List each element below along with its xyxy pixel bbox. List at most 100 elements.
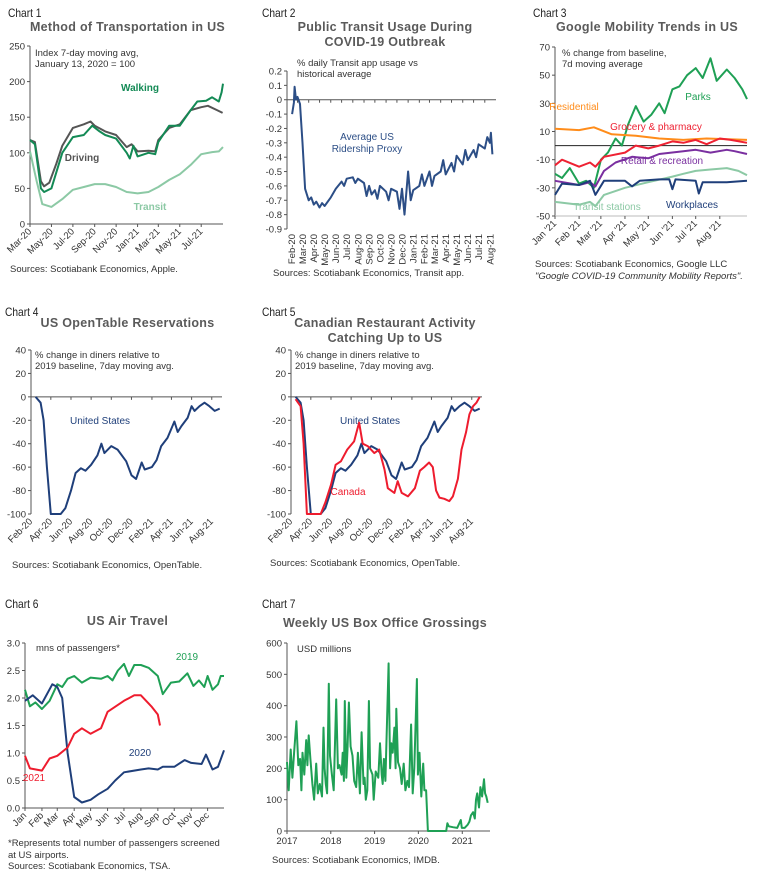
- x-tick-label: Mar: [42, 810, 61, 829]
- y-tick-label: 3.0: [7, 639, 20, 650]
- y-tick-label: 100: [9, 148, 25, 159]
- x-tick-label: Mar-20: [298, 234, 309, 264]
- x-tick-label: Jun-21: [463, 234, 474, 263]
- series-line-walking: [29, 83, 224, 193]
- series-line-canada: [294, 396, 481, 515]
- series-line-2020: [24, 683, 225, 804]
- x-tick-label: 2021: [452, 836, 473, 847]
- y-tick-label: -0.7: [266, 196, 282, 207]
- series-label: Grocery & pharmacy: [610, 122, 702, 133]
- chart-number-label: Chart 2: [262, 6, 296, 20]
- y-tick-label: 0: [277, 95, 282, 106]
- y-tick-label: -80: [272, 486, 286, 497]
- chart-title: COVID-19 Outbreak: [324, 35, 446, 49]
- x-tick-label: Sep: [142, 810, 162, 830]
- y-tick-label: -10: [536, 155, 550, 166]
- y-tick-label: 10: [539, 127, 550, 138]
- series-label: Parks: [685, 92, 711, 103]
- series-label: Canada: [330, 487, 365, 498]
- y-tick-label: 0: [277, 827, 282, 838]
- y-tick-label: -0.3: [266, 138, 282, 149]
- y-tick-label: 250: [9, 42, 25, 53]
- y-tick-label: -0.5: [266, 167, 282, 178]
- sources-text: Sources: Scotiabank Economics, OpenTable…: [12, 560, 203, 571]
- chart-2: -0.9 -0.8 -0.7 -0.6 -0.5 -0.4 -0.3 -0.2 -0.1 0 0.1…: [266, 67, 497, 266]
- x-tick-label: Dec-20: [398, 234, 409, 265]
- x-tick-label: Jun-20: [331, 234, 342, 263]
- y-tick-label: 50: [14, 184, 25, 195]
- y-tick-label: 20: [275, 369, 286, 380]
- x-tick-label: Jun: [93, 810, 112, 829]
- y-tick-label: -40: [272, 439, 286, 450]
- y-tick-label: 0: [281, 392, 286, 403]
- y-tick-label: 200: [266, 764, 282, 775]
- series-label: 2020: [129, 748, 152, 759]
- footnote: *Represents total number of passengers s…: [8, 838, 220, 849]
- chart-title: Catching Up to US: [327, 331, 443, 345]
- x-tick-label: Apr: [60, 810, 78, 828]
- x-tick-label: Jul: [112, 810, 128, 826]
- axis-unit-note: Index 7-day moving avg,: [35, 48, 139, 59]
- y-tick-label: -100: [7, 510, 26, 521]
- chart-7: 0 100 200 300 400 500 600 2017 2018 2019 2020 2021: [266, 639, 490, 847]
- x-tick-label: 2018: [320, 836, 341, 847]
- sources-text: Sources: Scotiabank Economics, TSA.: [8, 861, 171, 872]
- sources-text: Sources: Scotiabank Economics, OpenTable…: [270, 558, 461, 569]
- sources-text: Sources: Scotiabank Economics, IMDB.: [272, 855, 440, 866]
- x-tick-label: Mar-21: [430, 234, 441, 264]
- x-tick-label: Apr-20: [309, 234, 320, 263]
- x-tick-label: Nov: [176, 810, 196, 830]
- y-tick-label: -60: [12, 463, 26, 474]
- chart-number-label: Chart 4: [5, 305, 39, 319]
- y-tick-label: 150: [9, 113, 25, 124]
- x-tick-label: Aug: [125, 810, 145, 830]
- y-tick-label: 2.0: [7, 694, 20, 705]
- axis-unit-note: USD millions: [297, 644, 352, 655]
- series-line-residential: [554, 126, 748, 141]
- series-line-average-us-ridership-proxy: [291, 85, 494, 216]
- x-tick-label: 2017: [276, 836, 297, 847]
- x-tick-label: Feb-20: [287, 234, 298, 264]
- axis-unit-note: % change from baseline,: [562, 48, 667, 59]
- chart-title: Google Mobility Trends in US: [555, 20, 739, 34]
- chart-number-label: Chart 3: [533, 6, 567, 20]
- axis-unit-note: % change in diners relative to: [295, 350, 420, 361]
- chart-1: 050100150200250Mar-20May-20Jul-20Sep-20N…: [5, 42, 224, 257]
- series-line-united-states: [34, 396, 221, 515]
- series-label: Transit: [134, 202, 167, 213]
- series-label: Driving: [65, 153, 99, 164]
- x-tick-label: May-21: [452, 234, 463, 266]
- series-line-2019: [24, 662, 224, 710]
- y-tick-label: -0.9: [266, 225, 282, 236]
- y-tick-label: 0.2: [269, 67, 282, 78]
- series-line-transit: [29, 146, 224, 208]
- y-tick-label: 0: [20, 220, 25, 231]
- x-tick-label: Jul-21: [179, 226, 205, 252]
- y-tick-label: 600: [266, 639, 282, 650]
- y-tick-label: -80: [12, 486, 26, 497]
- x-tick-label: May-20: [320, 234, 331, 266]
- x-tick-label: 2020: [408, 836, 429, 847]
- y-tick-label: 300: [266, 733, 282, 744]
- y-tick-label: -0.4: [266, 153, 282, 164]
- series-line-workplaces: [554, 178, 748, 196]
- sources-text: Sources: Scotiabank Economics, Google LL…: [535, 259, 728, 270]
- series-line-2021: [24, 694, 161, 772]
- y-tick-label: 0.5: [7, 776, 20, 787]
- y-tick-label: -40: [12, 439, 26, 450]
- y-tick-label: -50: [536, 212, 550, 223]
- x-tick-label: Jul-20: [342, 234, 353, 260]
- chart-5: -100-80-60-40-2002040Feb-20Apr-20Jun-20A…: [266, 346, 482, 546]
- y-tick-label: -60: [272, 463, 286, 474]
- sources-text: "Google COVID-19 Community Mobility Repo…: [535, 270, 743, 282]
- chart-number-label: Chart 7: [262, 597, 296, 611]
- axis-unit-note: mns of passengers*: [36, 643, 120, 654]
- series-label: Residential: [549, 102, 598, 113]
- y-tick-label: -0.1: [266, 110, 282, 121]
- series-line-grocery-pharmacy: [554, 137, 748, 168]
- series-label: United States: [70, 416, 130, 427]
- x-tick-label: Aug-21: [485, 234, 496, 265]
- series-label: Retail & recreation: [621, 156, 703, 167]
- x-tick-label: 2019: [364, 836, 385, 847]
